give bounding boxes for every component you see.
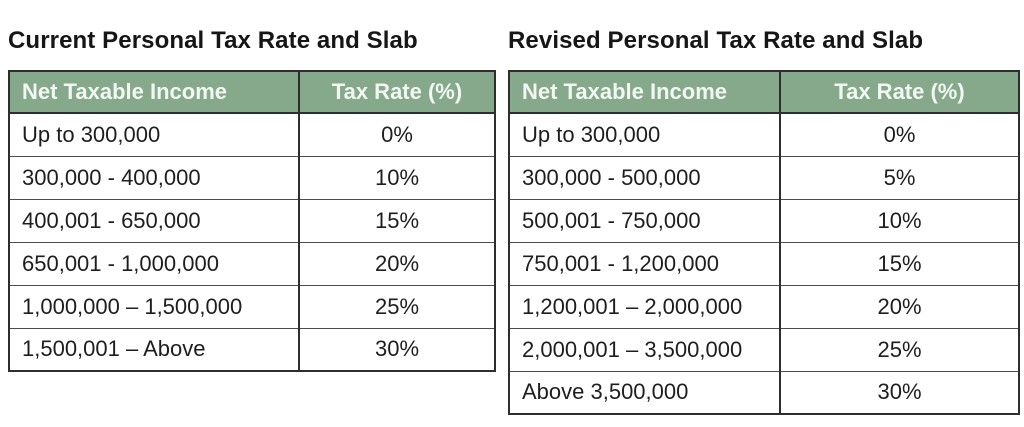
revised-tax-table-section: Revised Personal Tax Rate and Slab Net T… — [508, 27, 1020, 415]
income-range-cell: Up to 300,000 — [8, 112, 300, 156]
tax-rate-cell: 10% — [298, 155, 496, 199]
column-header-tax-rate: Tax Rate (%) — [779, 71, 1020, 114]
revised-tax-table-title: Revised Personal Tax Rate and Slab — [508, 27, 924, 54]
income-range-cell: Above 3,500,000 — [508, 370, 781, 414]
table-row: 650,001 - 1,000,000 20% — [8, 241, 496, 285]
table-row: Up to 300,000 0% — [508, 112, 1020, 156]
table-row: 400,001 - 650,000 15% — [8, 198, 496, 242]
revised-tax-table: Net Taxable Income Tax Rate (%) Up to 30… — [508, 70, 1020, 415]
header-row: Net Taxable Income Tax Rate (%) — [8, 71, 496, 114]
income-range-cell: 1,000,000 – 1,500,000 — [8, 284, 300, 328]
income-range-cell: Up to 300,000 — [508, 112, 781, 156]
current-tax-table-header: Net Taxable Income Tax Rate (%) — [8, 71, 496, 114]
tax-rate-cell: 30% — [779, 370, 1020, 414]
revised-tax-table-body: Up to 300,000 0% 300,000 - 500,000 5% 500,00… — [508, 112, 1020, 414]
income-range-cell: 1,500,001 – Above — [8, 327, 300, 371]
table-row: 500,001 - 750,000 10% — [508, 198, 1020, 242]
revised-tax-table-header: Net Taxable Income Tax Rate (%) — [508, 71, 1020, 114]
income-range-cell: 650,001 - 1,000,000 — [8, 241, 300, 285]
tax-rate-cell: 25% — [779, 327, 1020, 371]
table-row: Up to 300,000 0% — [8, 112, 496, 156]
tax-rate-cell: 5% — [779, 155, 1020, 199]
tax-rate-cell: 10% — [779, 198, 1020, 242]
column-header-tax-rate: Tax Rate (%) — [298, 71, 496, 114]
table-row: 1,200,001 – 2,000,000 20% — [508, 284, 1020, 328]
current-tax-table-body: Up to 300,000 0% 300,000 - 400,000 10% 400,0… — [8, 112, 496, 371]
tax-rate-cell: 20% — [298, 241, 496, 285]
current-tax-table-title: Current Personal Tax Rate and Slab — [8, 27, 418, 54]
tax-rate-cell: 20% — [779, 284, 1020, 328]
tax-rate-cell: 30% — [298, 327, 496, 371]
tax-rate-cell: 25% — [298, 284, 496, 328]
tax-rate-cell: 15% — [298, 198, 496, 242]
current-tax-table-section: Current Personal Tax Rate and Slab Net T… — [8, 27, 496, 372]
tax-rate-cell: 0% — [779, 112, 1020, 156]
income-range-cell: 300,000 - 500,000 — [508, 155, 781, 199]
column-header-net-taxable-income: Net Taxable Income — [8, 71, 300, 114]
income-range-cell: 500,001 - 750,000 — [508, 198, 781, 242]
table-row: 1,500,001 – Above 30% — [8, 327, 496, 371]
current-tax-table: Net Taxable Income Tax Rate (%) Up to 30… — [8, 70, 496, 372]
header-row: Net Taxable Income Tax Rate (%) — [508, 71, 1020, 114]
table-row: 2,000,001 – 3,500,000 25% — [508, 327, 1020, 371]
income-range-cell: 300,000 - 400,000 — [8, 155, 300, 199]
table-row: 300,000 - 500,000 5% — [508, 155, 1020, 199]
table-row: 300,000 - 400,000 10% — [8, 155, 496, 199]
table-row: Above 3,500,000 30% — [508, 370, 1020, 414]
income-range-cell: 1,200,001 – 2,000,000 — [508, 284, 781, 328]
income-range-cell: 2,000,001 – 3,500,000 — [508, 327, 781, 371]
table-row: 750,001 - 1,200,000 15% — [508, 241, 1020, 285]
income-range-cell: 400,001 - 650,000 — [8, 198, 300, 242]
column-header-net-taxable-income: Net Taxable Income — [508, 71, 781, 114]
income-range-cell: 750,001 - 1,200,000 — [508, 241, 781, 285]
tax-rate-cell: 0% — [298, 112, 496, 156]
table-row: 1,000,000 – 1,500,000 25% — [8, 284, 496, 328]
tax-rate-cell: 15% — [779, 241, 1020, 285]
